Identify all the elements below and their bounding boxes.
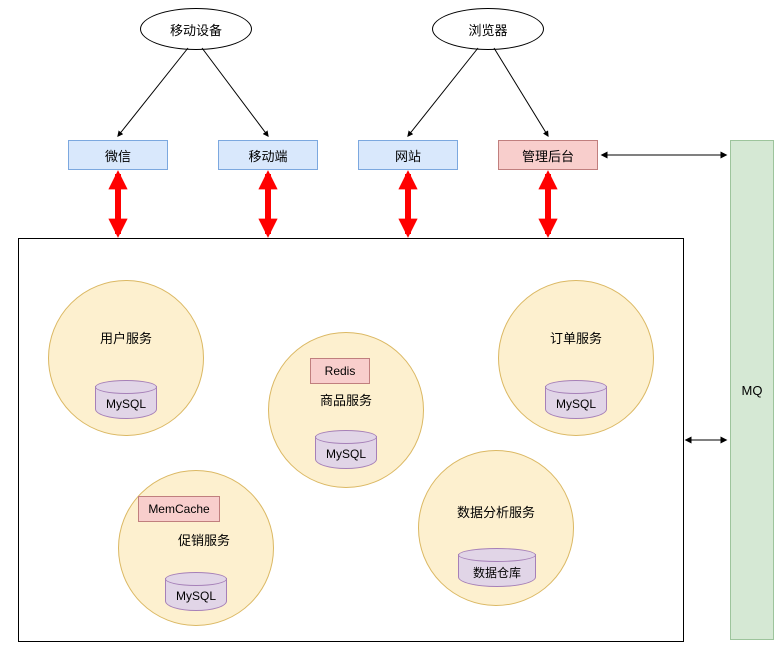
channel-website-label: 网站	[395, 146, 421, 165]
service-order-db-label: MySQL	[556, 397, 596, 411]
service-product-badge-label: Redis	[325, 364, 356, 378]
channel-admin: 管理后台	[498, 140, 598, 170]
service-user-db: MySQL	[95, 380, 157, 418]
channel-website: 网站	[358, 140, 458, 170]
service-product-badge: Redis	[310, 358, 370, 384]
service-analytics-label: 数据分析服务	[436, 502, 556, 521]
mobile_device-ellipse: 移动设备	[140, 8, 252, 50]
browser-ellipse: 浏览器	[432, 8, 544, 50]
service-promo-db-label: MySQL	[176, 589, 216, 603]
service-user-label: 用户服务	[66, 328, 186, 347]
channel-mobile-label: 移动端	[248, 146, 287, 165]
service-product-label: 商品服务	[286, 390, 406, 409]
mq-label: MQ	[742, 383, 763, 398]
service-promo-badge: MemCache	[138, 496, 220, 522]
diagram-stage: 移动设备 浏览器微信 移动端 网站 管理后台 MQ 用户服务 MySQL 商品服务 Redis My…	[0, 0, 782, 661]
service-product-db: MySQL	[315, 430, 377, 468]
service-order-label: 订单服务	[516, 328, 636, 347]
service-analytics-db: 数据仓库	[458, 548, 536, 586]
channel-wechat-label: 微信	[105, 146, 131, 165]
service-promo-label: 促销服务	[144, 530, 264, 549]
service-analytics-db-label: 数据仓库	[473, 564, 521, 581]
browser-label: 浏览器	[468, 20, 507, 39]
service-promo-badge-label: MemCache	[148, 502, 209, 516]
channel-wechat: 微信	[68, 140, 168, 170]
mobile_device-label: 移动设备	[170, 20, 222, 39]
service-promo-db: MySQL	[165, 572, 227, 610]
channel-mobile: 移动端	[218, 140, 318, 170]
mq-lane: MQ	[730, 140, 774, 640]
service-product-db-label: MySQL	[326, 447, 366, 461]
service-order-db: MySQL	[545, 380, 607, 418]
channel-admin-label: 管理后台	[522, 146, 574, 165]
service-user-db-label: MySQL	[106, 397, 146, 411]
